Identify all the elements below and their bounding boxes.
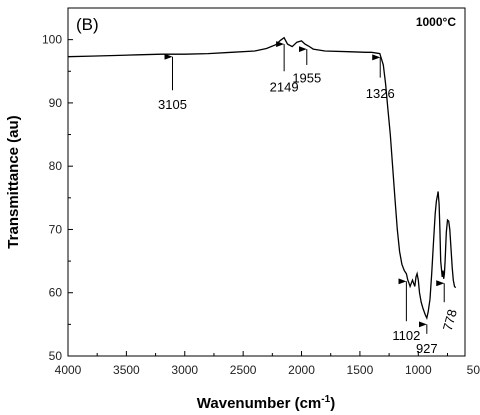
x-axis-title-sup: -1	[321, 394, 330, 405]
y-axis-ticks: 50 60 70 80 90 100	[42, 33, 73, 363]
spectrum-line	[67, 36, 457, 320]
y-axis-title: Transmittance (au)	[5, 115, 22, 248]
peak-label: 1955	[292, 71, 321, 86]
y-tick-label: 90	[49, 96, 63, 110]
x-tick-label: 3500	[113, 363, 140, 377]
peak-label: 1102	[392, 328, 420, 343]
y-tick-label: 100	[42, 33, 62, 47]
x-axis-title: Wavenumber (cm-1)	[197, 394, 335, 412]
x-axis-title-end: )	[330, 395, 335, 412]
panel-label: (B)	[76, 15, 99, 34]
y-tick-label: 80	[49, 159, 63, 173]
y-tick-label: 70	[49, 222, 63, 236]
x-tick-label: 1500	[347, 363, 374, 377]
x-tick-label: 2500	[230, 363, 257, 377]
peak-label: 927	[416, 341, 438, 356]
x-tick-label: 2000	[288, 363, 315, 377]
x-tick-label: 4000	[55, 363, 82, 377]
x-axis-ticks: 4000 3500 3000 2500 2000 1500 1000 500	[55, 351, 480, 377]
y-tick-label: 50	[49, 349, 63, 363]
peak-label: 778	[440, 308, 460, 333]
peak-label: 3105	[158, 97, 187, 112]
peak-label: 2149	[270, 79, 299, 94]
peak-label: 1326	[366, 86, 395, 101]
x-tick-label: 500	[467, 363, 480, 377]
x-axis-title-main: Wavenumber (cm	[197, 395, 321, 412]
y-tick-label: 60	[49, 286, 63, 300]
temperature-label: 1000°C	[416, 15, 456, 29]
plot-area-frame	[67, 7, 466, 357]
x-tick-label: 3000	[171, 363, 198, 377]
x-tick-label: 1000	[405, 363, 432, 377]
